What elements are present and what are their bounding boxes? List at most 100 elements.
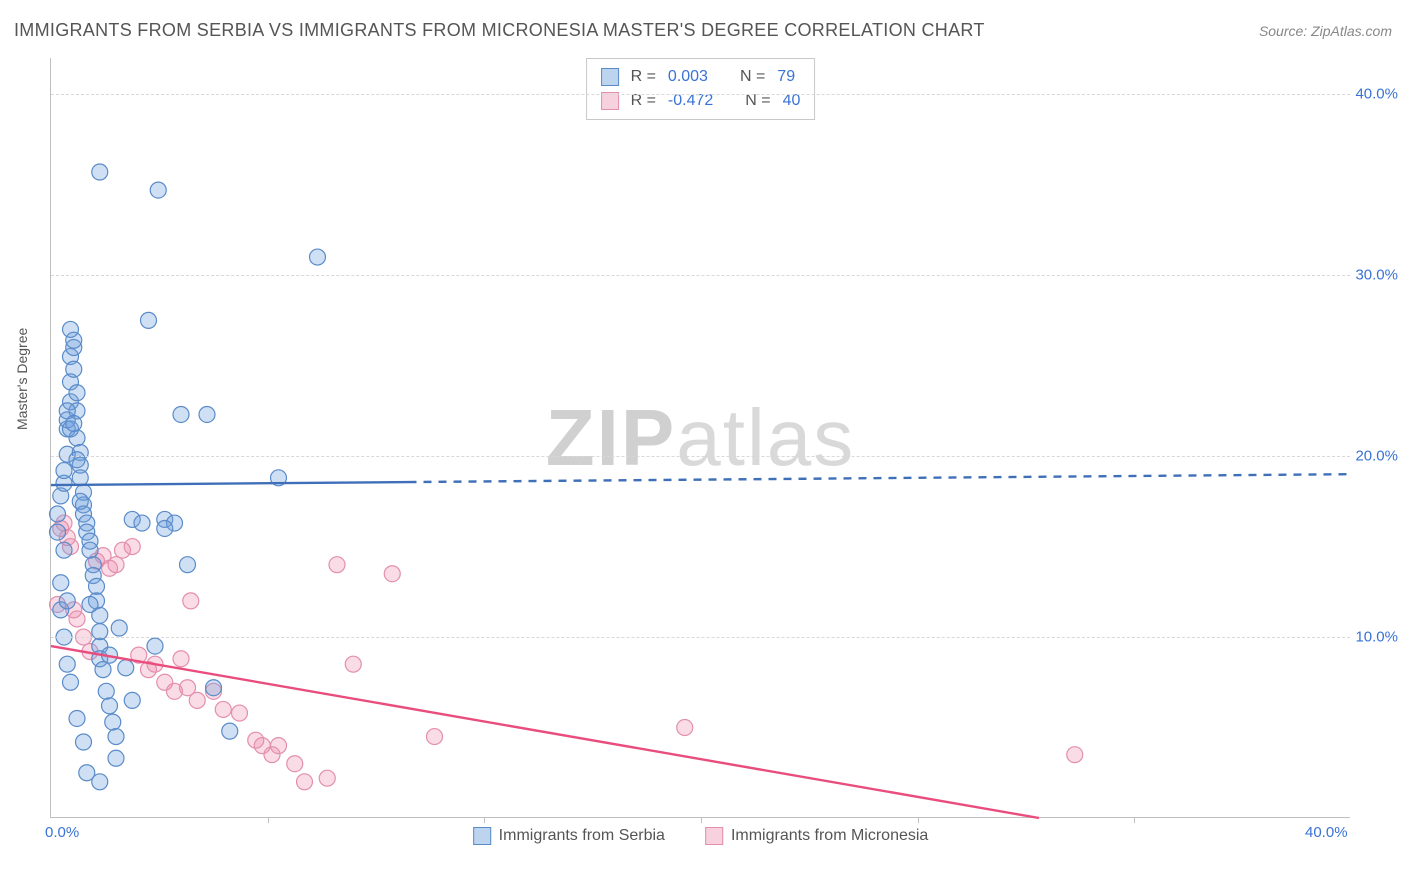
r-label: R =: [631, 65, 656, 89]
scatter-point-serbia: [53, 575, 69, 591]
gridline-h: [51, 275, 1350, 276]
scatter-point-micronesia: [1067, 747, 1083, 763]
scatter-point-serbia: [59, 656, 75, 672]
title-bar: IMMIGRANTS FROM SERBIA VS IMMIGRANTS FRO…: [14, 20, 1392, 41]
scatter-point-micronesia: [232, 705, 248, 721]
legend-label-micronesia: Immigrants from Micronesia: [731, 827, 928, 845]
scatter-point-serbia: [180, 557, 196, 573]
gridline-h: [51, 456, 1350, 457]
xtick-mark: [268, 817, 269, 823]
swatch-micronesia-icon: [705, 827, 723, 845]
swatch-serbia-icon: [601, 68, 619, 86]
scatter-point-serbia: [92, 774, 108, 790]
gridline-h: [51, 637, 1350, 638]
legend-stats-row-micronesia: R = -0.472 N = 40: [601, 89, 801, 113]
r-value-micronesia: -0.472: [668, 89, 713, 113]
scatter-point-serbia: [82, 542, 98, 558]
scatter-point-micronesia: [427, 729, 443, 745]
trendline-micronesia: [51, 646, 1039, 818]
ytick-label: 30.0%: [1355, 267, 1398, 284]
n-label: N =: [745, 89, 770, 113]
scatter-point-serbia: [89, 578, 105, 594]
scatter-point-micronesia: [319, 770, 335, 786]
scatter-point-serbia: [124, 692, 140, 708]
scatter-point-serbia: [173, 406, 189, 422]
scatter-point-micronesia: [345, 656, 361, 672]
legend-series: Immigrants from Serbia Immigrants from M…: [473, 827, 929, 845]
plot-area: ZIPatlas R = 0.003 N = 79 R = -0.472 N =…: [50, 58, 1350, 818]
scatter-point-serbia: [63, 674, 79, 690]
scatter-point-serbia: [310, 249, 326, 265]
scatter-point-serbia: [56, 542, 72, 558]
scatter-point-micronesia: [677, 720, 693, 736]
scatter-point-serbia: [108, 729, 124, 745]
scatter-point-micronesia: [297, 774, 313, 790]
scatter-point-serbia: [206, 680, 222, 696]
scatter-point-serbia: [66, 361, 82, 377]
n-value-micronesia: 40: [783, 89, 801, 113]
scatter-point-serbia: [92, 164, 108, 180]
xtick-label: 40.0%: [1305, 824, 1348, 841]
trendline-serbia-dashed: [409, 474, 1352, 482]
scatter-point-serbia: [82, 596, 98, 612]
scatter-point-serbia: [66, 416, 82, 432]
legend-label-serbia: Immigrants from Serbia: [499, 827, 665, 845]
scatter-point-serbia: [50, 524, 66, 540]
legend-item-micronesia: Immigrants from Micronesia: [705, 827, 928, 845]
scatter-point-serbia: [150, 182, 166, 198]
xtick-mark: [918, 817, 919, 823]
scatter-point-micronesia: [384, 566, 400, 582]
scatter-point-micronesia: [189, 692, 205, 708]
n-value-serbia: 79: [777, 65, 795, 89]
scatter-point-serbia: [147, 638, 163, 654]
scatter-point-micronesia: [69, 611, 85, 627]
scatter-point-serbia: [199, 406, 215, 422]
n-label: N =: [740, 65, 765, 89]
ytick-label: 40.0%: [1355, 86, 1398, 103]
chart-title: IMMIGRANTS FROM SERBIA VS IMMIGRANTS FRO…: [14, 20, 985, 41]
source-attribution: Source: ZipAtlas.com: [1259, 23, 1392, 39]
scatter-point-serbia: [111, 620, 127, 636]
scatter-point-serbia: [134, 515, 150, 531]
scatter-point-serbia: [72, 493, 88, 509]
scatter-point-micronesia: [287, 756, 303, 772]
swatch-serbia-icon: [473, 827, 491, 845]
scatter-point-serbia: [105, 714, 121, 730]
legend-item-serbia: Immigrants from Serbia: [473, 827, 665, 845]
scatter-point-serbia: [95, 662, 111, 678]
gridline-h: [51, 94, 1350, 95]
scatter-point-micronesia: [108, 557, 124, 573]
scatter-point-serbia: [102, 698, 118, 714]
scatter-point-micronesia: [173, 651, 189, 667]
scatter-point-serbia: [141, 312, 157, 328]
scatter-point-serbia: [222, 723, 238, 739]
scatter-point-serbia: [118, 660, 134, 676]
xtick-mark: [1134, 817, 1135, 823]
scatter-point-serbia: [157, 520, 173, 536]
scatter-point-micronesia: [183, 593, 199, 609]
xtick-mark: [484, 817, 485, 823]
scatter-point-serbia: [59, 593, 75, 609]
ytick-label: 20.0%: [1355, 448, 1398, 465]
scatter-point-micronesia: [215, 701, 231, 717]
r-value-serbia: 0.003: [668, 65, 708, 89]
y-axis-label: Master's Degree: [14, 328, 30, 430]
xtick-mark: [701, 817, 702, 823]
scatter-point-serbia: [98, 683, 114, 699]
scatter-point-serbia: [69, 710, 85, 726]
scatter-point-serbia: [108, 750, 124, 766]
ytick-label: 10.0%: [1355, 629, 1398, 646]
scatter-point-serbia: [69, 452, 85, 468]
r-label: R =: [631, 89, 656, 113]
scatter-point-micronesia: [115, 542, 131, 558]
scatter-point-serbia: [69, 385, 85, 401]
chart-svg: [51, 58, 1350, 817]
scatter-point-micronesia: [271, 738, 287, 754]
legend-stats-row-serbia: R = 0.003 N = 79: [601, 65, 801, 89]
xtick-label: 0.0%: [45, 824, 79, 841]
scatter-point-micronesia: [329, 557, 345, 573]
scatter-point-serbia: [50, 506, 66, 522]
scatter-point-serbia: [76, 734, 92, 750]
scatter-point-serbia: [63, 321, 79, 337]
scatter-point-serbia: [72, 470, 88, 486]
